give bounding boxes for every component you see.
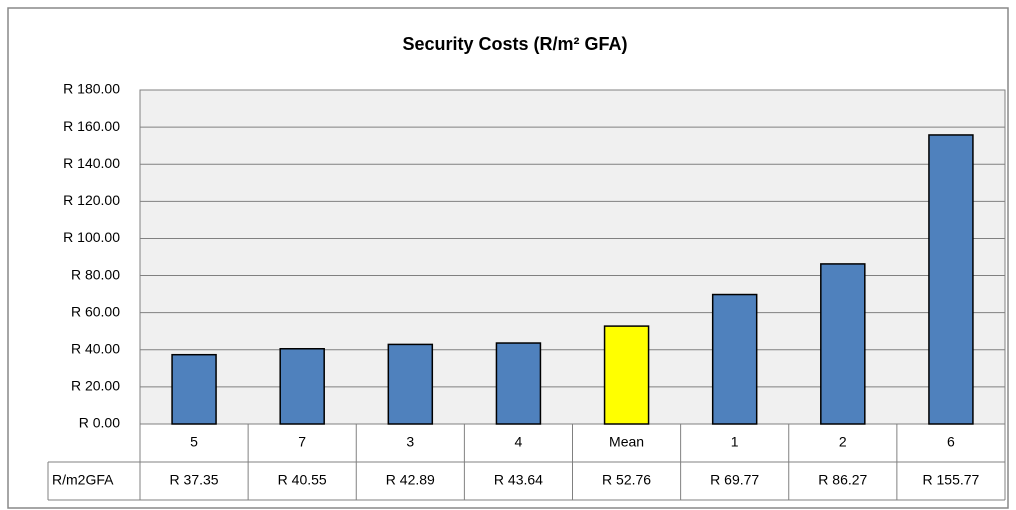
data-label: R 86.27 xyxy=(818,472,867,488)
x-tick-label: 4 xyxy=(515,434,523,450)
data-label: R 69.77 xyxy=(710,472,759,488)
x-tick-label: 7 xyxy=(298,434,306,450)
x-tick-label: 2 xyxy=(839,434,847,450)
data-label: R 155.77 xyxy=(923,472,980,488)
legend-label: R/m2GFA xyxy=(52,472,114,488)
y-tick-label: R 120.00 xyxy=(63,192,120,208)
bar xyxy=(387,343,434,425)
bar xyxy=(495,342,542,425)
data-label: R 52.76 xyxy=(602,472,651,488)
y-tick-label: R 140.00 xyxy=(63,155,120,171)
y-tick-label: R 0.00 xyxy=(79,415,120,431)
bar xyxy=(279,348,325,425)
bar xyxy=(603,325,650,425)
bar xyxy=(820,263,866,425)
x-tick-label: 1 xyxy=(731,434,739,450)
y-tick-label: R 40.00 xyxy=(71,340,120,356)
x-tick-label: 3 xyxy=(406,434,414,450)
bar xyxy=(171,353,217,425)
chart-title: Security Costs (R/m² GFA) xyxy=(402,34,627,54)
y-tick-label: R 100.00 xyxy=(63,229,120,245)
y-tick-label: R 60.00 xyxy=(71,303,120,319)
data-label: R 37.35 xyxy=(170,472,219,488)
plot-area xyxy=(139,89,1006,425)
bar xyxy=(928,134,974,425)
y-tick-label: R 20.00 xyxy=(71,378,120,394)
y-tick-label: R 80.00 xyxy=(71,266,120,282)
y-tick-label: R 180.00 xyxy=(63,81,120,97)
data-label: R 42.89 xyxy=(386,472,435,488)
y-tick-label: R 160.00 xyxy=(63,118,120,134)
bar xyxy=(711,293,758,425)
x-tick-label: 5 xyxy=(190,434,198,450)
data-label: R 40.55 xyxy=(278,472,327,488)
x-tick-label: Mean xyxy=(609,434,644,450)
x-tick-label: 6 xyxy=(947,434,955,450)
data-label: R 43.64 xyxy=(494,472,543,488)
